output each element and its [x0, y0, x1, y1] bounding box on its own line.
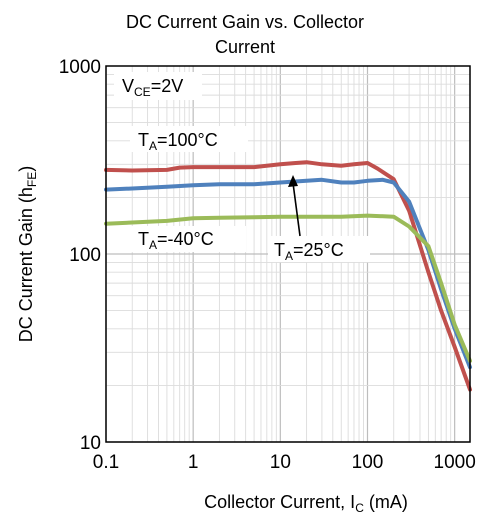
series-label-minus40c: TA=-40°C — [138, 229, 214, 252]
y-tick-label: 1000 — [59, 57, 101, 78]
x-tick-label: 10 — [270, 452, 291, 473]
series-line-minus40c — [104, 213, 472, 363]
label-bg-100c — [130, 126, 248, 152]
label-bg-25c — [268, 236, 370, 262]
condition-label: VCE=2V — [122, 76, 183, 99]
x-tick-label: 1000 — [434, 452, 476, 473]
tick-labels: 0.1 1 10 100 1000 10 100 1000 — [59, 57, 476, 473]
chart-title-line-2: Current — [214, 37, 276, 57]
x-tick-label: 100 — [352, 452, 384, 473]
series-label-100c: TA=100°C — [138, 130, 218, 153]
series-line-25c — [104, 177, 472, 370]
condition-label-bg — [114, 72, 202, 100]
series-layer — [104, 160, 472, 392]
x-axis-label: Collector Current, IC (mA) — [204, 492, 408, 515]
series-line-100c — [104, 160, 472, 392]
chart-title-line-1: DC Current Gain vs. Collector — [125, 12, 365, 32]
y-axis-label: DC Current Gain (hFE) — [16, 166, 39, 342]
plot-frame — [105, 65, 471, 443]
label-bg-minus40c — [130, 226, 246, 252]
series-label-25c: TA=25°C — [274, 240, 344, 263]
x-tick-label: 0.1 — [93, 452, 119, 473]
annotation-arrow-25c — [292, 182, 301, 237]
x-tick-label: 1 — [188, 452, 199, 473]
annotation-arrowhead-25c — [288, 175, 298, 187]
y-tick-label: 100 — [69, 245, 101, 266]
y-tick-label: 10 — [80, 433, 101, 454]
